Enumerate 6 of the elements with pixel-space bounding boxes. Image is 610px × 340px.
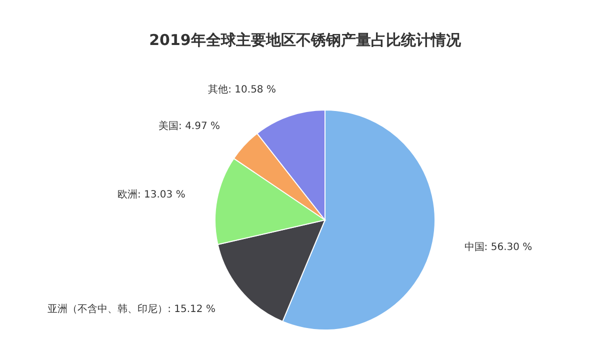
slice-label: 欧洲: 13.03 % <box>117 188 186 201</box>
slice-label: 中国: 56.30 % <box>464 241 532 254</box>
slice-label: 亚洲（不含中、韩、印尼）: 15.12 % <box>48 302 216 315</box>
slice-label: 美国: 4.97 % <box>158 120 220 132</box>
slice-label: 其他: 10.58 % <box>208 84 276 96</box>
chart-title: 2019年全球主要地区不锈钢产量占比统计情况 <box>149 31 462 49</box>
